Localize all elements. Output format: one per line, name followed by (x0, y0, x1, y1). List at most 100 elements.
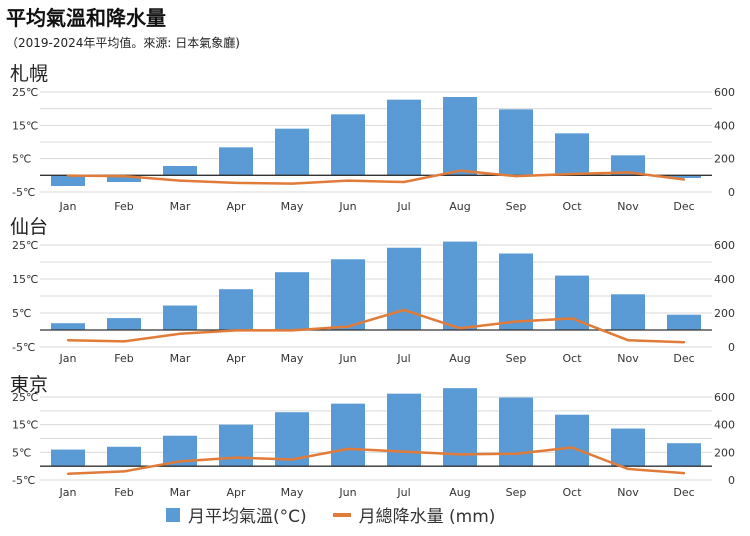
category-label: Jun (338, 352, 356, 365)
category-label: Sep (506, 352, 527, 365)
precip-point (122, 174, 126, 178)
y-right-tick-label: 0 (728, 341, 735, 354)
precip-point (66, 472, 70, 475)
temp-bar (219, 147, 253, 176)
legend-precip-swatch (332, 512, 351, 517)
temp-bar (331, 403, 365, 467)
y-left-tick-label: 25℃ (12, 86, 38, 99)
precip-line (67, 446, 685, 476)
precip-point (290, 182, 294, 185)
y-left-tick-label: 15℃ (12, 273, 38, 286)
category-label: Feb (114, 352, 133, 365)
temp-bar (611, 155, 645, 176)
y-left-tick-label: 5℃ (12, 446, 31, 459)
category-label: Mar (170, 352, 191, 365)
category-label: Jan (59, 486, 77, 499)
category-label: Aug (449, 352, 470, 365)
y-right-tick-label: 400 (714, 119, 735, 132)
panel-title: 東京 (10, 374, 48, 396)
y-right-tick-label: 600 (714, 86, 735, 99)
precip-point (234, 329, 238, 332)
precip-point (570, 172, 574, 176)
y-left-tick-label: 5℃ (12, 307, 31, 320)
y-right-tick-label: 200 (714, 307, 735, 320)
category-label: Mar (170, 200, 191, 213)
category-label: Aug (449, 200, 470, 213)
category-label: Jul (396, 486, 410, 499)
precip-point (290, 329, 294, 332)
temp-bar (219, 424, 253, 467)
category-label: Apr (226, 352, 246, 365)
precip-point (66, 174, 70, 177)
legend: 月平均氣溫(°C) 月總降水量 (mm) (166, 502, 495, 527)
precip-point (122, 470, 126, 473)
chart-title: 平均氣溫和降水量 (6, 6, 166, 30)
category-label: Aug (449, 486, 470, 499)
temp-bar (667, 175, 701, 178)
precip-point (514, 452, 518, 455)
temp-bar (499, 253, 533, 330)
precip-point (402, 180, 406, 184)
temp-bar (667, 314, 701, 330)
category-label: Oct (562, 352, 582, 365)
y-right-tick-label: 200 (714, 446, 735, 459)
y-left-tick-label: 15℃ (12, 119, 38, 132)
temp-bar (331, 259, 365, 330)
temp-bar (107, 175, 141, 182)
temp-bar (163, 305, 197, 330)
temp-bar (51, 323, 85, 330)
temp-bar (163, 166, 197, 176)
temp-bar (275, 272, 309, 330)
y-left-tick-label: 5℃ (12, 153, 31, 166)
temp-bar (555, 414, 589, 467)
category-label: Dec (673, 352, 694, 365)
y-right-tick-label: 0 (728, 474, 735, 487)
category-label: Feb (114, 486, 133, 499)
chart-subtitle: （2019-2024年平均值。來源: 日本氣象廳) (6, 36, 240, 50)
precip-point (626, 339, 630, 342)
precip-point (570, 446, 574, 449)
category-label: Jan (59, 200, 77, 213)
category-label: Nov (617, 352, 639, 365)
temp-bar (667, 443, 701, 467)
precip-point (514, 174, 518, 178)
precip-point (402, 450, 406, 453)
temp-bar (611, 428, 645, 467)
category-label: May (281, 200, 304, 213)
temp-bar (51, 175, 85, 186)
category-label: Sep (506, 200, 527, 213)
temp-bar (387, 247, 421, 330)
y-left-tick-label: -5℃ (12, 474, 35, 487)
precip-point (458, 327, 462, 330)
temp-bar (387, 393, 421, 467)
category-label: Dec (673, 200, 694, 213)
temp-bar (555, 275, 589, 330)
precip-point (570, 317, 574, 320)
category-label: Feb (114, 200, 133, 213)
category-label: May (281, 486, 304, 499)
y-left-tick-label: -5℃ (12, 341, 35, 354)
category-label: Jul (396, 352, 410, 365)
precip-point (178, 332, 182, 335)
y-right-tick-label: 600 (714, 391, 735, 404)
category-label: Jul (396, 200, 410, 213)
category-label: Apr (226, 486, 246, 499)
precip-point (346, 179, 350, 182)
legend-precip-label: 月總降水量 (mm) (358, 507, 496, 527)
temp-bar (499, 397, 533, 467)
y-right-tick-label: 600 (714, 239, 735, 252)
precip-point (66, 339, 70, 342)
category-label: Mar (170, 486, 191, 499)
temp-bar (275, 128, 309, 176)
precip-point (682, 471, 686, 475)
y-left-tick-label: -5℃ (12, 186, 35, 199)
category-label: Oct (562, 200, 582, 213)
category-label: Nov (617, 200, 639, 213)
precip-line (67, 308, 685, 344)
y-left-tick-label: 25℃ (12, 391, 38, 404)
temp-bar (555, 133, 589, 176)
legend-temp-label: 月平均氣溫(°C) (188, 507, 307, 527)
temp-bar (51, 449, 85, 467)
